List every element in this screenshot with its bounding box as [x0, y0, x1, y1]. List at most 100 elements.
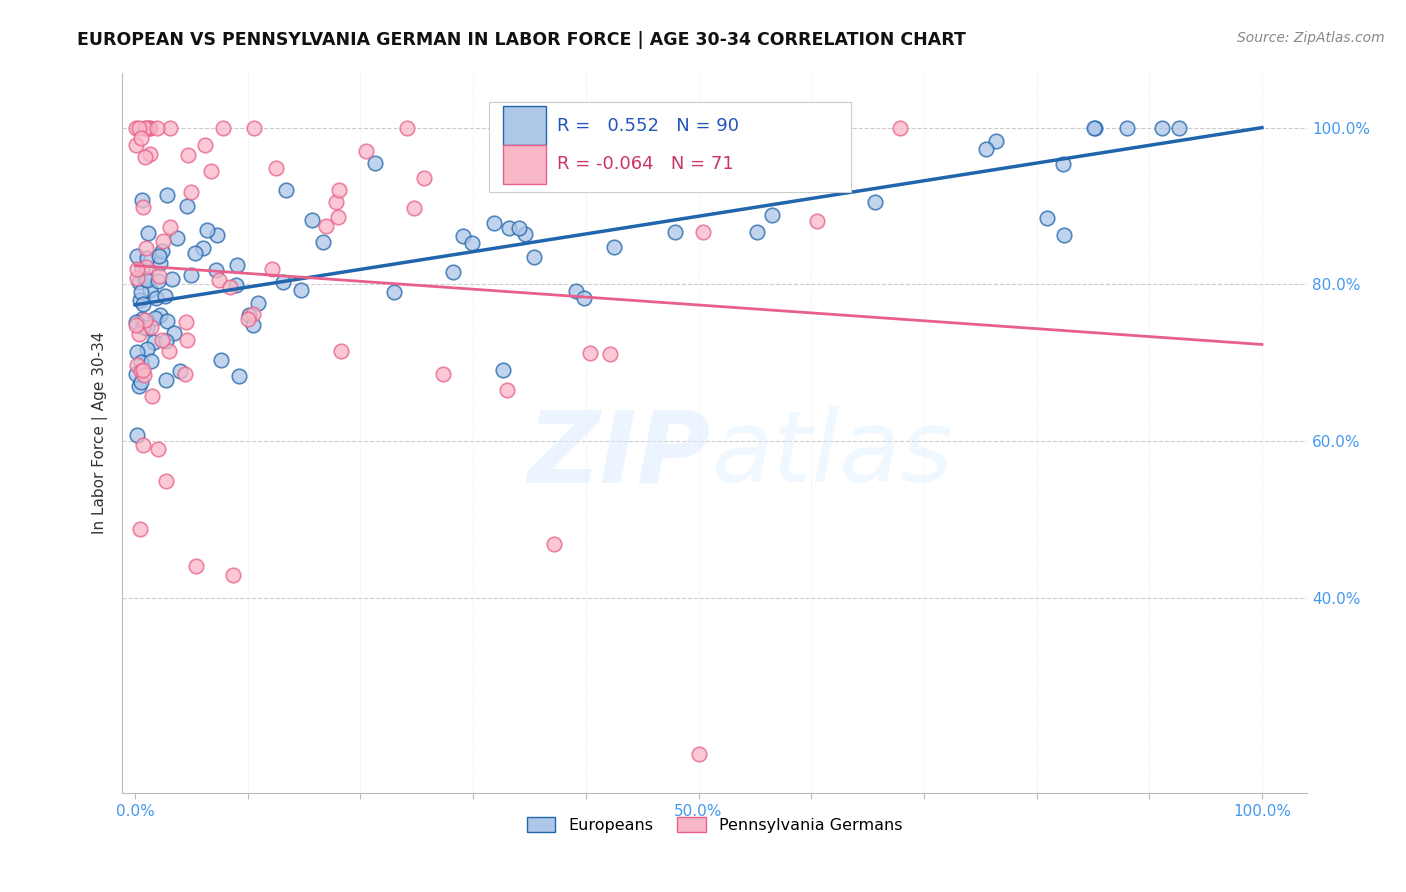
- Point: [184, 245, 207, 260]
- Point: [664, 225, 686, 239]
- Point: [134, 149, 156, 163]
- FancyBboxPatch shape: [503, 145, 546, 184]
- Point: [132, 363, 155, 377]
- Point: [176, 334, 198, 348]
- Point: [354, 144, 377, 158]
- Point: [143, 335, 166, 350]
- Point: [132, 438, 155, 452]
- Point: [246, 295, 269, 310]
- Point: [159, 120, 181, 135]
- FancyBboxPatch shape: [489, 102, 851, 192]
- Point: [236, 311, 259, 326]
- Point: [315, 219, 337, 233]
- Point: [177, 148, 200, 162]
- Point: [1053, 228, 1076, 243]
- Point: [129, 364, 152, 378]
- Point: [396, 120, 419, 135]
- Point: [155, 289, 177, 303]
- Point: [889, 120, 911, 135]
- Point: [128, 120, 150, 135]
- Point: [1150, 120, 1173, 135]
- Text: R =   0.552   N = 90: R = 0.552 N = 90: [557, 117, 738, 135]
- Point: [134, 312, 156, 326]
- Point: [173, 368, 195, 382]
- Point: [326, 210, 349, 224]
- Point: [364, 156, 387, 170]
- Point: [135, 241, 157, 255]
- Point: [496, 383, 519, 397]
- Point: [238, 308, 260, 322]
- Point: [382, 285, 405, 300]
- Point: [128, 522, 150, 536]
- Point: [155, 373, 177, 387]
- Point: [1115, 120, 1137, 135]
- Point: [312, 235, 335, 250]
- Point: [290, 283, 312, 297]
- Point: [1168, 120, 1191, 135]
- Point: [150, 334, 173, 348]
- Point: [127, 428, 149, 442]
- Point: [194, 137, 217, 152]
- Point: [141, 320, 163, 334]
- Point: [125, 120, 148, 135]
- Point: [136, 226, 159, 240]
- Text: atlas: atlas: [711, 406, 953, 503]
- Point: [242, 318, 264, 332]
- Point: [747, 225, 769, 239]
- Point: [218, 279, 240, 293]
- Point: [125, 315, 148, 329]
- Point: [498, 221, 520, 235]
- Point: [176, 315, 198, 329]
- Point: [148, 268, 170, 283]
- Point: [271, 275, 294, 289]
- Point: [1052, 157, 1074, 171]
- Point: [761, 208, 783, 222]
- Point: [1036, 211, 1059, 226]
- Point: [329, 343, 352, 358]
- FancyBboxPatch shape: [503, 106, 546, 145]
- Point: [209, 352, 232, 367]
- Point: [131, 193, 153, 207]
- Point: [135, 260, 157, 274]
- Point: [513, 227, 536, 241]
- Point: [225, 277, 247, 292]
- Point: [482, 216, 505, 230]
- Point: [132, 201, 155, 215]
- Point: [125, 318, 148, 332]
- Point: [692, 225, 714, 239]
- Point: [125, 359, 148, 373]
- Y-axis label: In Labor Force | Age 30-34: In Labor Force | Age 30-34: [93, 332, 108, 534]
- Point: [443, 265, 465, 279]
- Point: [432, 367, 454, 381]
- Point: [195, 223, 218, 237]
- Point: [508, 221, 530, 235]
- Point: [145, 120, 167, 135]
- Point: [180, 185, 202, 199]
- Point: [129, 375, 152, 389]
- Point: [135, 273, 157, 287]
- Point: [492, 363, 515, 377]
- Point: [325, 194, 347, 209]
- Point: [1084, 120, 1107, 135]
- Point: [176, 198, 198, 212]
- Point: [125, 249, 148, 263]
- Point: [780, 138, 803, 153]
- Point: [402, 202, 425, 216]
- Point: [155, 475, 177, 489]
- Point: [200, 163, 222, 178]
- Point: [806, 214, 828, 228]
- Point: [579, 346, 602, 360]
- Legend: Europeans, Pennsylvania Germans: Europeans, Pennsylvania Germans: [520, 811, 908, 839]
- Text: Source: ZipAtlas.com: Source: ZipAtlas.com: [1237, 31, 1385, 45]
- Point: [208, 273, 231, 287]
- Point: [139, 120, 162, 135]
- Point: [160, 271, 183, 285]
- Point: [129, 131, 152, 145]
- Point: [150, 244, 173, 259]
- Point: [191, 241, 214, 255]
- Point: [565, 284, 588, 298]
- Point: [131, 311, 153, 326]
- Point: [152, 234, 174, 248]
- Point: [228, 368, 250, 383]
- Point: [143, 311, 166, 326]
